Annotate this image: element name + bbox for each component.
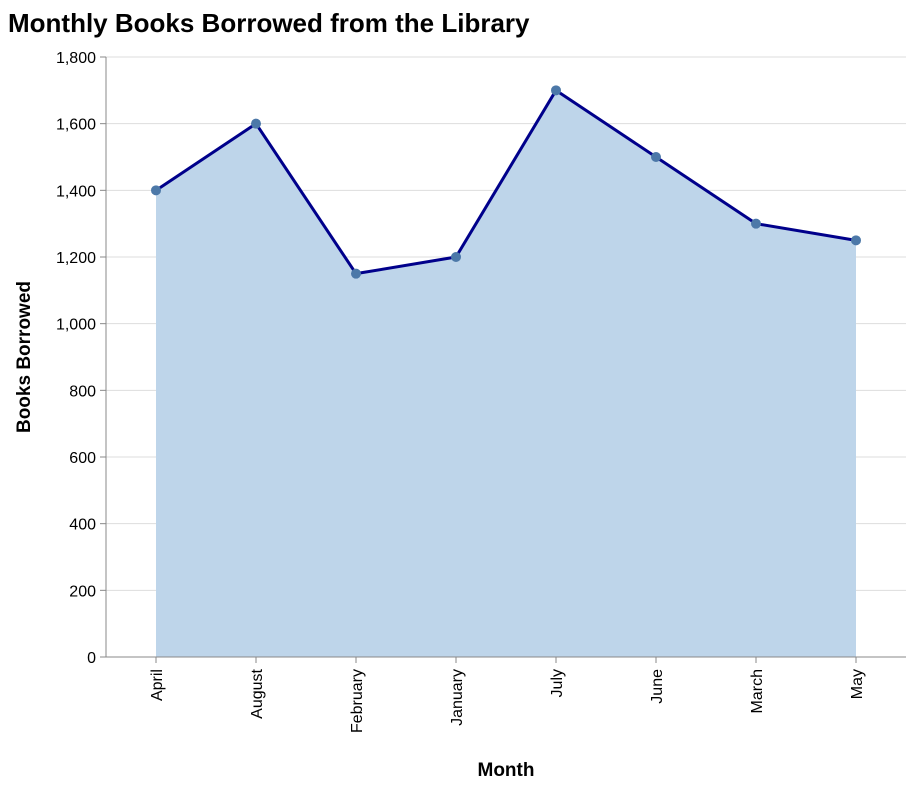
data-point — [251, 118, 261, 129]
x-axis-title: Month — [478, 760, 535, 781]
x-tick-label: August — [249, 668, 266, 718]
chart-title: Monthly Books Borrowed from the Library — [8, 8, 530, 38]
y-tick-label: 1,200 — [56, 250, 96, 267]
y-tick-label: 1,800 — [56, 50, 96, 67]
data-point — [751, 218, 761, 229]
data-point — [851, 235, 861, 246]
y-tick-label: 200 — [69, 583, 96, 600]
series-line — [155, 88, 857, 276]
axes: 0 200 400 600 800 1,000 1,200 1,400 1,600 1,800 Ap… — [56, 50, 906, 733]
x-tick-label: May — [849, 669, 866, 699]
x-tick-label: January — [449, 669, 466, 726]
line-layer — [155, 88, 857, 276]
area-layer — [156, 90, 856, 658]
y-tick-label: 800 — [69, 383, 96, 400]
data-point — [351, 268, 361, 279]
y-tick-label: 0 — [87, 650, 96, 667]
y-tick-label: 600 — [69, 450, 96, 467]
area-fill — [156, 90, 856, 658]
point-layer — [151, 85, 861, 279]
y-tick-label: 400 — [69, 517, 96, 534]
y-axis-title: Books Borrowed — [14, 281, 35, 433]
y-tick-label: 1,000 — [56, 317, 96, 334]
x-tick-label: April — [149, 669, 166, 701]
y-tick-label: 1,600 — [56, 117, 96, 134]
data-point — [651, 152, 661, 162]
data-point — [551, 85, 561, 96]
y-tick-label: 1,400 — [56, 183, 96, 200]
x-tick-label: June — [649, 669, 666, 704]
x-tick-label: February — [349, 669, 366, 733]
data-point — [451, 252, 461, 262]
x-tick-label: March — [749, 669, 766, 713]
data-point — [151, 185, 161, 196]
x-tick-label: July — [549, 669, 566, 697]
